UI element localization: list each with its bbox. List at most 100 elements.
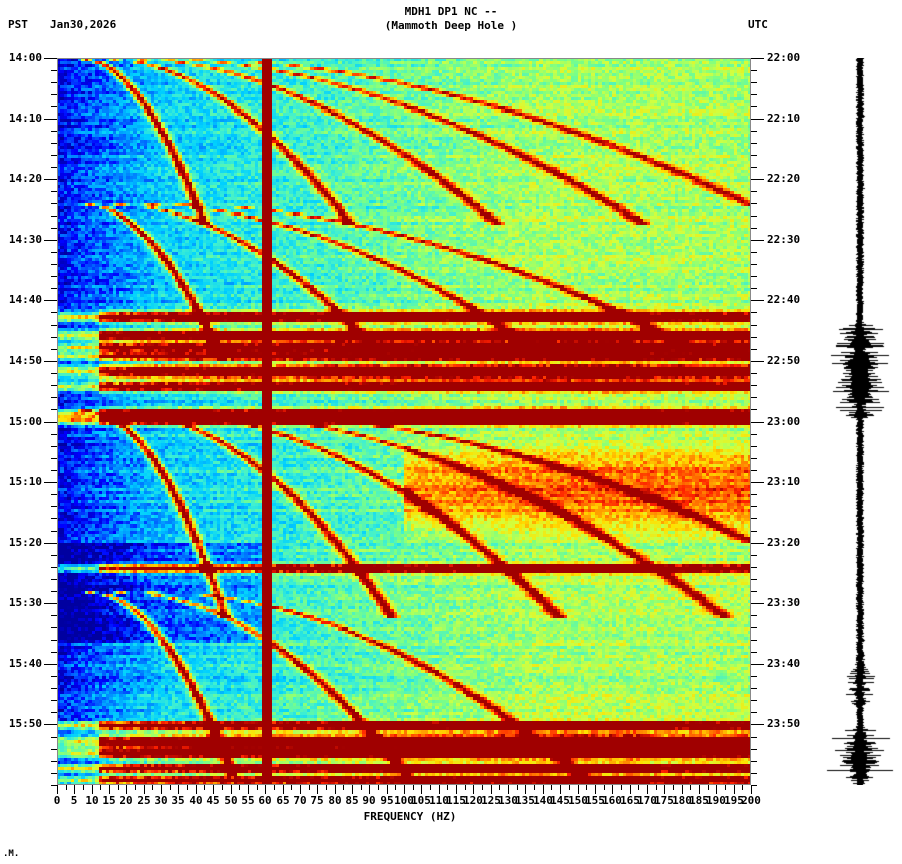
axis-tick <box>751 131 757 132</box>
time-label-pst: 15:50 <box>8 717 42 730</box>
axis-tick <box>751 603 764 604</box>
axis-tick <box>152 785 153 790</box>
axis-tick <box>560 785 561 794</box>
axis-tick <box>751 506 757 507</box>
frequency-label: 10 <box>85 794 99 807</box>
axis-tick <box>751 458 757 459</box>
time-label-pst: 14:40 <box>8 293 42 306</box>
frequency-label: 180 <box>672 794 692 807</box>
axis-tick <box>361 785 362 790</box>
frequency-label: 200 <box>741 794 761 807</box>
time-label-pst: 14:50 <box>8 354 42 367</box>
axis-tick <box>51 288 57 289</box>
corner-mark: .M. <box>3 849 20 859</box>
frequency-label: 120 <box>463 794 483 807</box>
frequency-label: 55 <box>241 794 255 807</box>
axis-tick <box>51 216 57 217</box>
axis-tick <box>126 785 127 794</box>
frequency-label: 135 <box>515 794 535 807</box>
frequency-label: 60 <box>258 794 272 807</box>
axis-tick <box>751 737 757 738</box>
axis-tick <box>751 761 757 762</box>
axis-tick <box>751 94 757 95</box>
axis-tick <box>751 676 757 677</box>
axis-tick <box>283 785 284 794</box>
spectrogram-canvas <box>57 58 751 785</box>
frequency-label: 150 <box>568 794 588 807</box>
axis-tick <box>369 785 370 794</box>
frequency-label: 65 <box>276 794 290 807</box>
axis-tick <box>751 482 764 483</box>
axis-tick <box>751 518 757 519</box>
axis-tick <box>74 785 75 794</box>
axis-tick <box>751 422 764 423</box>
time-label-utc: 23:40 <box>767 657 801 670</box>
axis-tick <box>465 785 466 790</box>
axis-tick <box>57 785 58 794</box>
axis-tick <box>751 627 757 628</box>
axis-tick <box>751 228 757 229</box>
axis-tick <box>118 785 119 790</box>
axis-tick <box>751 409 757 410</box>
frequency-label: 100 <box>394 794 414 807</box>
time-label-utc: 22:50 <box>767 354 801 367</box>
axis-tick <box>44 58 57 59</box>
frequency-label: 25 <box>137 794 151 807</box>
time-label-utc: 22:40 <box>767 293 801 306</box>
axis-tick <box>682 785 683 794</box>
axis-tick <box>51 737 57 738</box>
frequency-label: 5 <box>70 794 78 807</box>
axis-tick <box>751 567 757 568</box>
frequency-label: 20 <box>119 794 133 807</box>
axis-tick <box>144 785 145 794</box>
time-label-utc: 23:10 <box>767 475 801 488</box>
axis-tick <box>51 397 57 398</box>
axis-tick <box>751 773 757 774</box>
axis-tick <box>51 106 57 107</box>
axis-tick <box>751 688 757 689</box>
axis-tick <box>439 785 440 794</box>
time-label-utc: 23:00 <box>767 415 801 428</box>
axis-tick <box>395 785 396 790</box>
axis-tick <box>51 228 57 229</box>
axis-tick <box>51 94 57 95</box>
time-label-pst: 15:40 <box>8 657 42 670</box>
time-label-pst: 14:30 <box>8 233 42 246</box>
axis-tick <box>751 252 757 253</box>
axis-tick <box>51 252 57 253</box>
axis-tick <box>578 785 579 794</box>
axis-tick <box>92 785 93 794</box>
time-label-utc: 22:10 <box>767 112 801 125</box>
axis-tick <box>630 785 631 794</box>
frequency-label: 160 <box>602 794 622 807</box>
axis-tick <box>751 555 757 556</box>
axis-tick <box>44 543 57 544</box>
axis-tick <box>51 676 57 677</box>
axis-tick <box>51 446 57 447</box>
axis-tick <box>751 216 757 217</box>
axis-tick <box>44 240 57 241</box>
spectrogram-plot <box>57 58 751 785</box>
axis-tick <box>751 288 757 289</box>
station-title: MDH1 DP1 NC -- <box>404 5 498 18</box>
axis-tick <box>51 773 57 774</box>
axis-tick <box>222 785 223 790</box>
axis-tick <box>44 119 57 120</box>
axis-tick <box>239 785 240 790</box>
frequency-label: 175 <box>654 794 674 807</box>
time-label-utc: 23:50 <box>767 717 801 730</box>
axis-tick <box>751 203 757 204</box>
axis-tick <box>51 470 57 471</box>
axis-tick <box>751 300 764 301</box>
axis-tick <box>751 143 757 144</box>
axis-tick <box>525 785 526 794</box>
axis-tick <box>257 785 258 790</box>
frequency-label: 45 <box>206 794 220 807</box>
axis-tick <box>44 361 57 362</box>
axis-tick <box>751 119 764 120</box>
frequency-label: 15 <box>102 794 116 807</box>
axis-tick <box>51 531 57 532</box>
axis-tick <box>213 785 214 794</box>
time-label-pst: 15:30 <box>8 596 42 609</box>
frequency-label: 70 <box>293 794 307 807</box>
